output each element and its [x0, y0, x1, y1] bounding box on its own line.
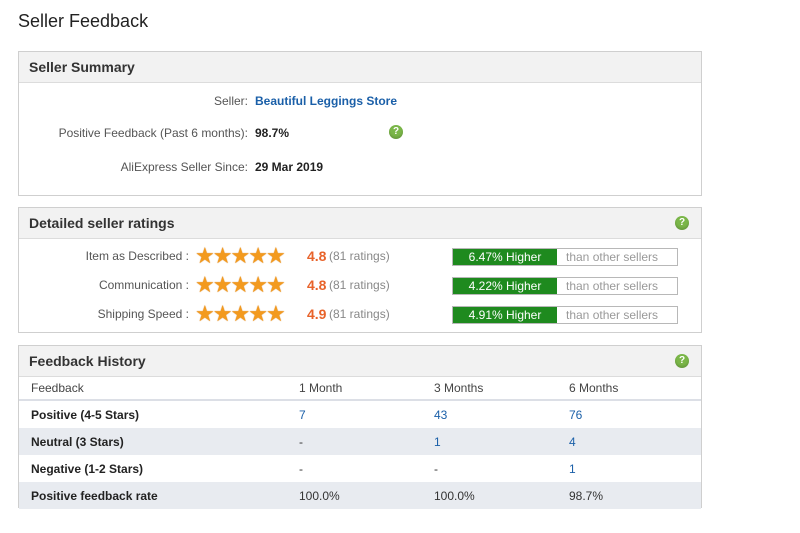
rating-label: Item as Described : — [85, 249, 189, 263]
table-cell[interactable]: 1 — [569, 461, 576, 476]
table-cell[interactable]: 1 — [434, 428, 569, 455]
table-row: Negative (1-2 Stars) - - 1 — [19, 455, 701, 482]
star-icon: ★ — [212, 243, 233, 268]
table-row: Neutral (3 Stars) -1 4 — [19, 428, 701, 455]
comparison-box: 4.91% Higher than other sellers — [452, 306, 678, 324]
rating-label: Communication : — [98, 278, 189, 292]
rating-row: Communication : ★★★★★ 4.8 (81 ratings) 4.22%… — [19, 272, 703, 297]
feedback-history-panel: Feedback History ? Feedback 1 Month 3 Mo… — [18, 345, 702, 509]
star-icon: ★ — [195, 272, 215, 297]
help-icon[interactable]: ? — [675, 354, 689, 368]
table-cell[interactable]: 7 — [299, 407, 306, 422]
table-cell: 98.7% — [569, 482, 701, 509]
positive-feedback-value: 98.7% — [255, 126, 290, 140]
comparison-value: 4.91% Higher — [453, 307, 557, 323]
star-rating: ★★★★★ — [195, 272, 286, 297]
page-title: Seller Feedback — [18, 11, 149, 31]
comparison-suffix: than other sellers — [566, 279, 659, 293]
seller-since-label: AliExpress Seller Since: — [120, 160, 248, 174]
star-rating: ★★★★★ — [195, 243, 286, 268]
feedback-history-header: Feedback History ? — [19, 346, 701, 377]
rating-count: (81 ratings) — [329, 278, 390, 292]
seller-row: Seller: Beautiful Leggings Store — [19, 94, 703, 114]
star-rating: ★★★★★ — [195, 301, 286, 326]
star-icon: ★ — [265, 301, 286, 326]
rating-label: Shipping Speed : — [97, 307, 189, 321]
table-cell: - — [299, 461, 303, 476]
positive-feedback-label: Positive Feedback (Past 6 months): — [58, 126, 248, 140]
star-icon: ★ — [195, 243, 215, 268]
seller-summary-header: Seller Summary — [19, 52, 701, 83]
table-cell: - — [434, 461, 438, 476]
table-header-row: Feedback 1 Month 3 Months 6 Months — [19, 377, 701, 401]
column-header: 3 Months — [434, 377, 569, 401]
rating-score: 4.8 — [307, 248, 327, 264]
comparison-suffix: than other sellers — [566, 308, 659, 322]
positive-feedback-row: Positive Feedback (Past 6 months): 98.7%… — [19, 125, 703, 146]
comparison-value: 4.22% Higher — [453, 278, 557, 294]
star-icon: ★ — [265, 243, 286, 268]
star-icon: ★ — [265, 272, 286, 297]
seller-since-row: AliExpress Seller Since: 29 Mar 2019 — [19, 160, 703, 180]
row-label: Neutral (3 Stars) — [19, 428, 299, 455]
table-row: Positive feedback rate 100.0% 100.0% 98.7% — [19, 482, 701, 509]
row-label: Negative (1-2 Stars) — [31, 461, 144, 476]
table-cell: - — [299, 428, 434, 455]
row-label: Positive (4-5 Stars) — [31, 407, 140, 422]
rating-score: 4.8 — [307, 277, 327, 293]
rating-count: (81 ratings) — [329, 249, 390, 263]
detailed-ratings-header: Detailed seller ratings ? — [19, 208, 701, 239]
seller-since-value: 29 Mar 2019 — [255, 160, 324, 174]
rating-row: Item as Described : ★★★★★ 4.8 (81 ratings) 6… — [19, 243, 703, 268]
star-icon: ★ — [248, 243, 268, 268]
table-cell[interactable]: 76 — [569, 407, 583, 422]
seller-label: Seller: — [213, 94, 248, 108]
star-icon: ★ — [212, 301, 233, 326]
column-header: 6 Months — [569, 377, 701, 401]
star-icon: ★ — [248, 272, 268, 297]
seller-name-link[interactable]: Beautiful Leggings Store — [255, 94, 398, 108]
star-icon: ★ — [230, 243, 251, 268]
star-icon: ★ — [230, 272, 251, 297]
detailed-ratings-panel: Detailed seller ratings ? Item as Descri… — [18, 207, 702, 333]
star-icon: ★ — [248, 301, 268, 326]
star-icon: ★ — [230, 301, 251, 326]
column-header: 1 Month — [299, 377, 434, 401]
star-icon: ★ — [195, 301, 215, 326]
table-cell[interactable]: 43 — [434, 407, 448, 422]
rating-score: 4.9 — [307, 306, 327, 322]
star-icon: ★ — [212, 272, 233, 297]
seller-summary-panel: Seller Summary Seller: Beautiful Legging… — [18, 51, 702, 196]
table-row: Positive (4-5 Stars) 7 43 76 — [19, 400, 701, 428]
table-cell: 100.0% — [299, 482, 434, 509]
seller-summary-title: Seller Summary — [29, 59, 135, 75]
comparison-value: 6.47% Higher — [453, 249, 557, 265]
table-cell: 100.0% — [434, 482, 569, 509]
rating-row: Shipping Speed : ★★★★★ 4.9 (81 ratings) 4.91… — [19, 301, 703, 326]
column-header: Feedback — [19, 377, 299, 401]
row-label: Positive feedback rate — [19, 482, 299, 509]
comparison-box: 6.47% Higher than other sellers — [452, 248, 678, 266]
feedback-history-table: Feedback 1 Month 3 Months 6 Months Posit… — [19, 377, 701, 509]
feedback-history-title: Feedback History — [29, 353, 146, 369]
rating-count: (81 ratings) — [329, 307, 390, 321]
comparison-box: 4.22% Higher than other sellers — [452, 277, 678, 295]
table-cell[interactable]: 4 — [569, 428, 701, 455]
detailed-ratings-title: Detailed seller ratings — [29, 215, 175, 231]
help-icon[interactable]: ? — [389, 125, 403, 139]
comparison-suffix: than other sellers — [566, 250, 659, 264]
help-icon[interactable]: ? — [675, 216, 689, 230]
